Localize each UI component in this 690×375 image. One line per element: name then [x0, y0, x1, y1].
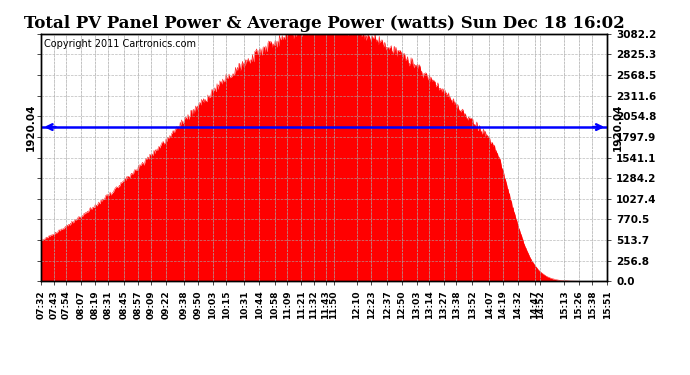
Text: Copyright 2011 Cartronics.com: Copyright 2011 Cartronics.com — [44, 39, 196, 49]
Title: Total PV Panel Power & Average Power (watts) Sun Dec 18 16:02: Total PV Panel Power & Average Power (wa… — [24, 15, 624, 32]
Text: 1920.04: 1920.04 — [613, 104, 623, 151]
Text: 1920.04: 1920.04 — [26, 104, 36, 151]
